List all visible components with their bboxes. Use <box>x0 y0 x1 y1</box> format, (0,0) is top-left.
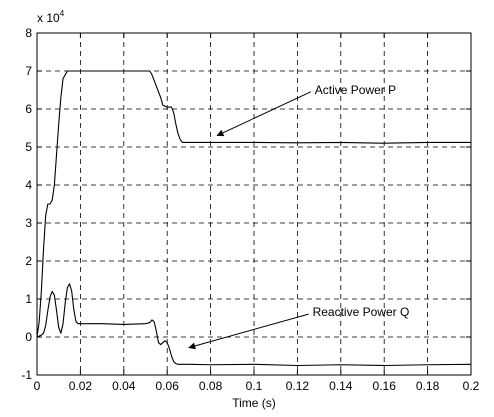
y-tick-label-3: 2 <box>25 254 32 268</box>
x-tick-label-9: 0.18 <box>416 379 440 393</box>
x-tick-label-1: 0.02 <box>69 379 93 393</box>
y-tick-label-6: 5 <box>25 140 32 154</box>
annotation-arrow-1 <box>188 313 309 350</box>
series-layer <box>36 70 472 367</box>
x-tick-label-8: 0.16 <box>373 379 397 393</box>
y-tick-label-0: -1 <box>21 368 32 382</box>
y-scale-label: x 104 <box>37 9 65 25</box>
x-tick-label-3: 0.06 <box>156 379 180 393</box>
axis-ticks <box>36 32 472 376</box>
series-line-active-power <box>36 70 471 338</box>
x-tick-label-6: 0.12 <box>286 379 310 393</box>
y-tick-label-4: 3 <box>25 216 32 230</box>
x-tick-label-4: 0.08 <box>199 379 223 393</box>
y-tick-label-7: 6 <box>25 102 32 116</box>
annotation-label-0: Active Power P <box>315 83 396 97</box>
x-tick-labels: 0 0.02 0.04 0.06 0.08 0.1 0.12 0.14 0.16 0.18 0.2 <box>34 379 480 393</box>
x-axis-label: Time (s) <box>232 396 276 410</box>
annotation-label-1: Reactive Power Q <box>313 305 410 319</box>
y-tick-labels: -1 0 1 2 3 4 5 6 7 8 <box>21 26 32 382</box>
y-tick-label-2: 1 <box>25 292 32 306</box>
y-tick-label-8: 7 <box>25 64 32 78</box>
x-tick-label-5: 0.1 <box>246 379 263 393</box>
annotations: Active Power P Reactive Power Q <box>188 83 410 350</box>
x-tick-label-7: 0.14 <box>329 379 353 393</box>
grid-lines <box>37 33 471 375</box>
series-line-reactive-power <box>36 283 472 367</box>
x-tick-label-2: 0.04 <box>112 379 136 393</box>
x-tick-label-0: 0 <box>34 379 41 393</box>
x-tick-label-10: 0.2 <box>463 379 480 393</box>
y-tick-label-1: 0 <box>25 330 32 344</box>
y-tick-label-5: 4 <box>25 178 32 192</box>
annotation-arrow-0 <box>216 91 311 137</box>
y-tick-label-9: 8 <box>25 26 32 40</box>
